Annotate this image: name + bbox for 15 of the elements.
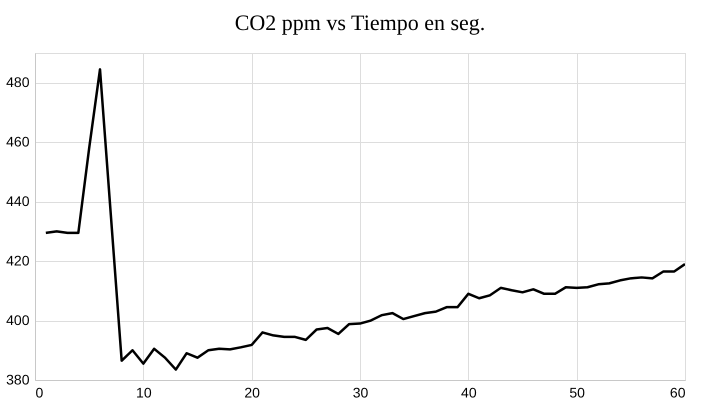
x-tick-label: 60 bbox=[670, 384, 686, 400]
x-tick-label: 40 bbox=[461, 384, 477, 400]
chart-title: CO2 ppm vs Tiempo en seg. bbox=[234, 10, 486, 35]
x-tick-label: 20 bbox=[244, 384, 260, 400]
y-tick-label: 400 bbox=[6, 312, 30, 328]
x-tick-label: 50 bbox=[569, 384, 586, 400]
y-tick-label: 440 bbox=[6, 193, 30, 210]
line-series bbox=[44, 68, 685, 371]
y-tick-label: 380 bbox=[6, 372, 30, 388]
y-tick-label: 420 bbox=[6, 252, 30, 269]
y-tick-label: 460 bbox=[6, 134, 30, 150]
y-tick-label: 480 bbox=[6, 74, 30, 90]
x-tick-label: 0 bbox=[36, 384, 44, 400]
x-tick-label: 30 bbox=[352, 384, 368, 400]
x-tick-label: 10 bbox=[136, 384, 152, 400]
